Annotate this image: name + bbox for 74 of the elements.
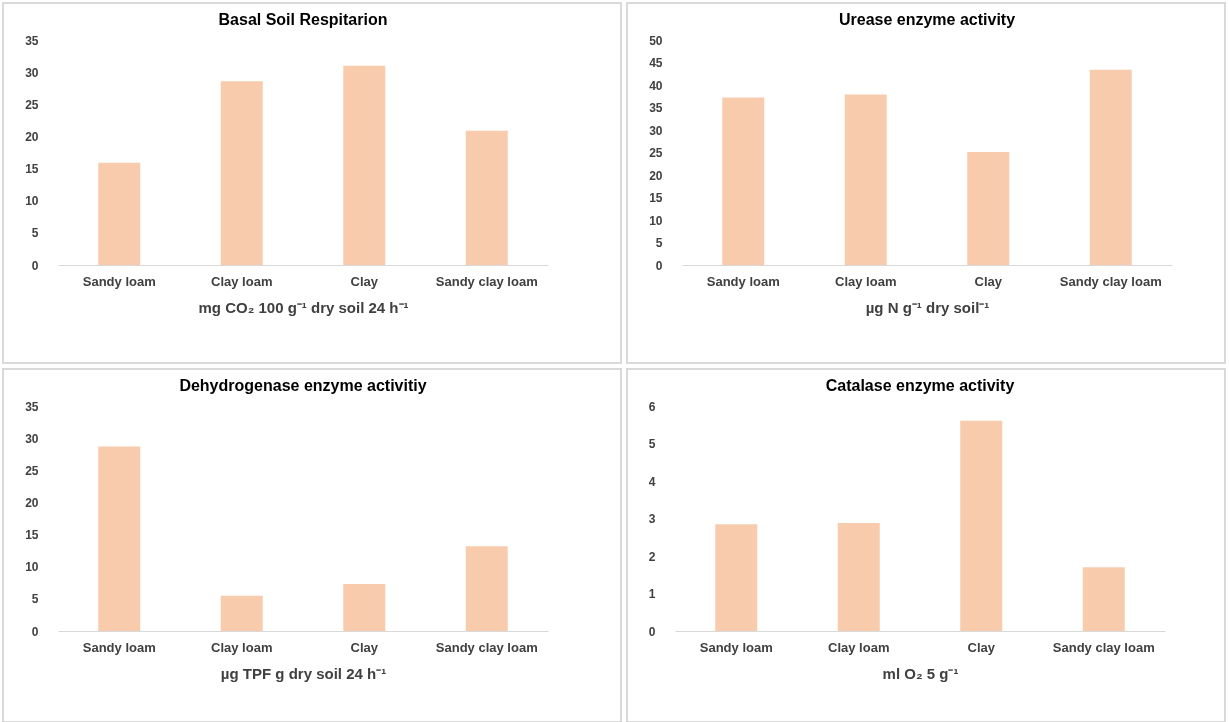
x-tick-label: Clay loam bbox=[211, 639, 273, 655]
bar bbox=[465, 130, 508, 265]
chart-title: Dehydrogenase enzyme activitiy bbox=[179, 377, 427, 394]
y-tick-label: 30 bbox=[25, 431, 39, 446]
y-tick-label: 10 bbox=[649, 213, 663, 228]
y-tick-label: 20 bbox=[25, 495, 39, 510]
y-tick-label: 0 bbox=[648, 624, 656, 639]
x-tick-label: Clay bbox=[350, 639, 379, 655]
x-axis-title: µg TPF g dry soil 24 h⁻¹ bbox=[220, 664, 387, 682]
bar bbox=[967, 152, 1010, 265]
y-tick-label: 25 bbox=[649, 146, 663, 160]
y-tick-label: 10 bbox=[25, 560, 39, 575]
y-tick-label: 5 bbox=[648, 437, 656, 451]
y-tick-label: 45 bbox=[649, 56, 663, 70]
bar bbox=[1082, 567, 1125, 631]
bar bbox=[715, 524, 758, 631]
chart-title: Catalase enzyme activity bbox=[825, 377, 1015, 394]
y-tick-label: 20 bbox=[25, 129, 39, 144]
bar bbox=[465, 546, 508, 631]
y-tick-label: 25 bbox=[25, 97, 39, 112]
x-axis-title: µg N g⁻¹ dry soil⁻¹ bbox=[865, 298, 990, 316]
y-tick-label: 2 bbox=[648, 549, 656, 564]
y-tick-label: 4 bbox=[648, 474, 656, 489]
bar bbox=[837, 523, 880, 631]
bar bbox=[220, 81, 263, 265]
bar bbox=[844, 94, 887, 265]
y-tick-label: 30 bbox=[649, 123, 663, 138]
x-tick-label: Clay loam bbox=[835, 273, 897, 289]
x-tick-label: Clay bbox=[974, 273, 1003, 289]
y-tick-label: 0 bbox=[31, 258, 39, 273]
chart-title: Basal Soil Respitarion bbox=[218, 11, 388, 28]
bar bbox=[343, 65, 386, 265]
y-tick-label: 0 bbox=[655, 258, 663, 273]
chart-title: Urease enzyme activity bbox=[838, 11, 1016, 28]
x-tick-label: Sandy loam bbox=[699, 639, 773, 655]
bar bbox=[98, 162, 141, 265]
x-tick-label: Clay bbox=[967, 639, 996, 655]
x-tick-label: Sandy loam bbox=[82, 639, 156, 655]
bar bbox=[1089, 69, 1132, 265]
x-tick-label: Sandy loam bbox=[706, 273, 780, 289]
x-tick-label: Sandy clay loam bbox=[435, 273, 538, 289]
y-tick-label: 35 bbox=[25, 33, 39, 48]
y-tick-label: 50 bbox=[649, 33, 663, 48]
x-tick-label: Sandy clay loam bbox=[1052, 639, 1155, 655]
y-tick-label: 15 bbox=[25, 528, 39, 543]
x-tick-label: Sandy clay loam bbox=[1059, 273, 1162, 289]
bar bbox=[960, 420, 1003, 631]
x-tick-label: Clay loam bbox=[211, 273, 273, 289]
bar bbox=[343, 584, 386, 631]
y-tick-label: 30 bbox=[25, 65, 39, 80]
bar bbox=[220, 595, 263, 631]
y-tick-label: 5 bbox=[31, 592, 39, 607]
x-tick-label: Clay loam bbox=[828, 639, 890, 655]
y-tick-label: 1 bbox=[648, 587, 656, 601]
x-tick-label: Sandy clay loam bbox=[435, 639, 538, 655]
y-tick-label: 15 bbox=[25, 162, 39, 177]
y-tick-label: 25 bbox=[25, 463, 39, 478]
x-tick-label: Clay bbox=[350, 273, 379, 289]
y-tick-label: 3 bbox=[648, 512, 656, 526]
y-tick-label: 5 bbox=[31, 226, 39, 241]
y-tick-label: 6 bbox=[648, 399, 656, 414]
y-tick-label: 10 bbox=[25, 194, 39, 209]
y-tick-label: 5 bbox=[655, 236, 663, 250]
x-axis-title: ml O₂ 5 g⁻¹ bbox=[882, 664, 959, 682]
y-tick-label: 35 bbox=[25, 399, 39, 414]
bar bbox=[98, 446, 141, 631]
y-tick-label: 20 bbox=[649, 168, 663, 183]
y-tick-label: 15 bbox=[649, 191, 663, 205]
bar bbox=[722, 97, 765, 265]
x-tick-label: Sandy loam bbox=[82, 273, 156, 289]
y-tick-label: 0 bbox=[31, 624, 39, 639]
x-axis-title: mg CO₂ 100 g⁻¹ dry soil 24 h⁻¹ bbox=[198, 298, 409, 316]
y-tick-label: 40 bbox=[649, 78, 663, 93]
y-tick-label: 35 bbox=[649, 101, 663, 115]
